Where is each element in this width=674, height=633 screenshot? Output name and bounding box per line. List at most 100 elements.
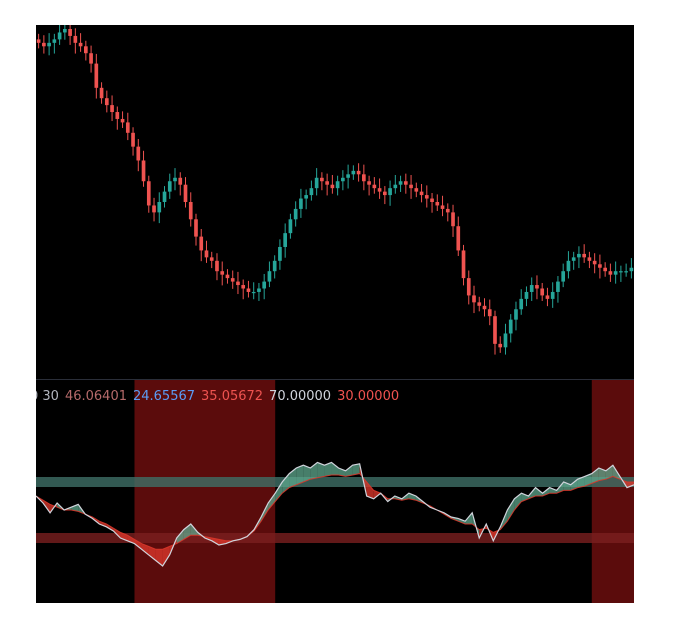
candle-body xyxy=(136,146,141,161)
candle-body xyxy=(47,42,51,47)
candle-body xyxy=(304,195,308,199)
pane-divider[interactable] xyxy=(36,379,634,380)
candle-body xyxy=(367,181,371,185)
candle-body xyxy=(230,278,235,282)
candle-body xyxy=(451,212,455,227)
candle-body xyxy=(561,271,566,282)
cloud-segment-bull xyxy=(310,462,318,480)
candle-body xyxy=(199,236,204,251)
cloud-segment-bull xyxy=(268,493,276,510)
legend-value-3: 35.05672 xyxy=(201,389,264,404)
candle-body xyxy=(472,295,476,303)
candle-body xyxy=(183,184,188,202)
candle-body xyxy=(299,198,303,209)
candle-body xyxy=(246,288,251,292)
candle-body xyxy=(309,188,314,196)
candle-body xyxy=(398,181,403,185)
candle-body xyxy=(377,188,382,192)
candle-body xyxy=(419,191,424,196)
candle-body xyxy=(577,253,581,258)
cloud-segment-bull xyxy=(352,463,360,475)
candle-body xyxy=(535,285,539,289)
candle-body xyxy=(236,281,240,286)
cloud-segment-bull xyxy=(324,462,332,477)
candle-body xyxy=(403,181,408,185)
cloud-segment-bear xyxy=(106,524,114,531)
candle-body xyxy=(482,305,487,310)
candle-body xyxy=(382,191,387,196)
chart-frame[interactable]: 0 30 46.06401 24.65567 35.05672 70.00000 30.0… xyxy=(36,25,634,603)
candle-body xyxy=(83,46,88,54)
cloud-segment-bull xyxy=(183,524,191,540)
candle-body xyxy=(330,184,335,189)
candle-body xyxy=(104,98,109,106)
candle-body xyxy=(68,29,72,36)
candle-body xyxy=(251,291,256,294)
candle-body xyxy=(335,181,340,189)
candle-body xyxy=(115,112,120,119)
candle-body xyxy=(341,177,345,182)
candle-body xyxy=(162,191,167,202)
candle-body xyxy=(204,250,209,258)
legend-value-4: 70.00000 xyxy=(269,389,332,404)
candle-body xyxy=(293,208,298,220)
price-chart[interactable] xyxy=(36,25,634,379)
cloud-segment-bull xyxy=(570,479,578,491)
candle-body xyxy=(503,333,508,348)
candle-body xyxy=(529,285,534,292)
candle-body xyxy=(430,198,434,202)
candle-body xyxy=(356,170,361,175)
candle-body xyxy=(131,132,135,147)
candle-body xyxy=(215,260,219,272)
candle-body xyxy=(445,208,450,213)
candle-body xyxy=(393,184,398,189)
candle-body xyxy=(152,205,156,213)
candle-body xyxy=(487,309,492,317)
candle-body xyxy=(351,170,356,175)
legend-value-5: 30.00000 xyxy=(337,389,400,404)
candle-body xyxy=(220,271,225,275)
candle-body xyxy=(619,271,623,273)
cloud-segment-bull xyxy=(458,518,466,524)
candle-body xyxy=(456,226,461,251)
candle-body xyxy=(52,39,57,43)
candle-body xyxy=(372,184,377,189)
cloud-segment-bull xyxy=(577,476,585,488)
legend-value-1: 46.06401 xyxy=(64,389,127,404)
cloud-segment-bull xyxy=(605,465,613,480)
candle-body xyxy=(120,118,125,123)
candle-body xyxy=(466,278,471,296)
candle-body xyxy=(225,274,230,279)
bear-zone xyxy=(591,380,634,603)
candle-body xyxy=(414,188,419,192)
cloud-segment-bull xyxy=(591,468,599,484)
lower-reference-band xyxy=(36,533,634,543)
candle-body xyxy=(325,181,329,185)
indicator-legend: 0 30 46.06401 24.65567 35.05672 70.00000 30.0… xyxy=(36,389,405,404)
cloud-segment-bull xyxy=(303,465,311,482)
legend-value-2: 24.65567 xyxy=(132,389,196,404)
candle-body xyxy=(257,288,261,292)
cloud-segment-bull xyxy=(549,487,557,494)
candle-body xyxy=(288,219,293,234)
candle-body xyxy=(435,202,440,206)
cloud-segment-bear xyxy=(99,521,107,527)
candle-body xyxy=(540,288,545,296)
candle-body xyxy=(346,174,350,178)
candle-body xyxy=(598,264,602,268)
candle-body xyxy=(613,271,618,275)
signal-line xyxy=(36,473,634,550)
cloud-segment-bear xyxy=(619,476,627,488)
legend-prefix: 0 30 xyxy=(36,389,59,404)
candle-body xyxy=(556,281,560,292)
cloud-segment-bull xyxy=(408,493,416,501)
cloud-segment-bear xyxy=(148,546,156,561)
candle-body xyxy=(125,122,130,133)
candle-body xyxy=(508,319,513,334)
candle-body xyxy=(167,181,172,192)
candle-body xyxy=(110,105,114,113)
indicator-chart[interactable] xyxy=(36,380,634,603)
candle-body xyxy=(63,29,67,33)
candle-body xyxy=(566,260,571,272)
candle-body xyxy=(209,257,214,261)
